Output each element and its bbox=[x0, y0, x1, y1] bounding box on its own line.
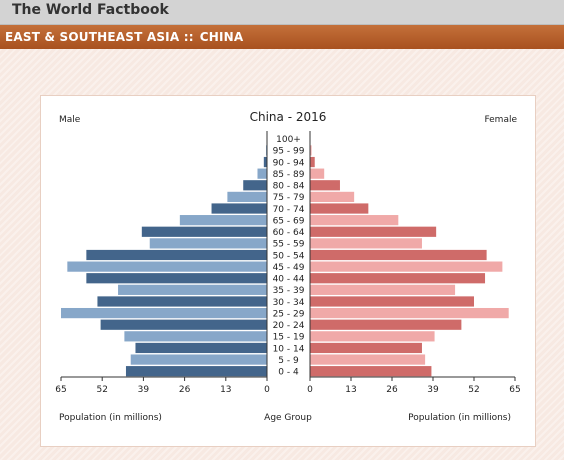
age-label-10: 50 - 54 bbox=[273, 251, 305, 261]
male-bar-7 bbox=[179, 215, 267, 226]
female-bar-4 bbox=[310, 180, 340, 191]
female-bar-2 bbox=[310, 156, 315, 168]
male-bar-19 bbox=[130, 354, 267, 365]
region-link[interactable]: EAST & SOUTHEAST ASIA :: bbox=[5, 30, 194, 44]
female-bar-20 bbox=[310, 366, 432, 377]
age-label-6: 70 - 74 bbox=[273, 205, 305, 215]
female-bar-8 bbox=[310, 226, 437, 237]
male-bar-5 bbox=[227, 191, 267, 203]
x-tick-label-right-1: 13 bbox=[345, 385, 356, 395]
x-label-left: Population (in millions) bbox=[59, 413, 162, 423]
female-bar-18 bbox=[310, 342, 422, 354]
factbook-header: The World Factbook bbox=[0, 0, 564, 25]
female-bar-5 bbox=[310, 191, 355, 203]
male-label: Male bbox=[59, 115, 81, 125]
male-bar-8 bbox=[141, 226, 267, 237]
x-tick-label-right-0: 0 bbox=[307, 385, 313, 395]
age-label-4: 80 - 84 bbox=[273, 182, 305, 192]
female-bar-16 bbox=[310, 319, 462, 330]
male-bar-2 bbox=[263, 156, 267, 168]
region-bar: EAST & SOUTHEAST ASIA :: CHINA bbox=[0, 25, 564, 49]
male-bar-10 bbox=[86, 249, 267, 261]
female-bar-1 bbox=[310, 145, 312, 156]
age-label-5: 75 - 79 bbox=[273, 193, 305, 203]
female-bar-13 bbox=[310, 284, 456, 295]
female-bar-19 bbox=[310, 354, 426, 365]
age-label-15: 25 - 29 bbox=[273, 309, 305, 319]
female-bar-9 bbox=[310, 238, 422, 249]
population-pyramid-card: China - 2016 Male Female 100+ 95 - 99 90 -… bbox=[40, 95, 536, 447]
female-bars bbox=[310, 133, 509, 377]
x-tick-label-right-5: 65 bbox=[509, 385, 520, 395]
male-bar-13 bbox=[118, 284, 268, 295]
male-bar-20 bbox=[125, 366, 267, 377]
chart-title: China - 2016 bbox=[250, 110, 327, 124]
male-bars bbox=[61, 133, 268, 377]
male-bar-18 bbox=[135, 342, 267, 354]
x-label-right: Population (in millions) bbox=[408, 413, 511, 423]
site-title[interactable]: The World Factbook bbox=[12, 2, 169, 18]
male-bar-12 bbox=[86, 273, 267, 284]
male-bar-6 bbox=[211, 203, 267, 214]
x-tick-label-left-2: 39 bbox=[138, 385, 150, 395]
age-label-9: 55 - 59 bbox=[273, 240, 305, 250]
x-label-center: Age Group bbox=[264, 413, 312, 423]
x-tick-label-left-5: 0 bbox=[264, 385, 270, 395]
age-label-3: 85 - 89 bbox=[273, 170, 305, 180]
age-label-2: 90 - 94 bbox=[273, 158, 305, 168]
female-bar-11 bbox=[310, 261, 503, 272]
age-label-0: 100+ bbox=[276, 135, 301, 145]
male-bar-15 bbox=[61, 307, 267, 319]
country-label: CHINA bbox=[199, 30, 244, 44]
female-bar-7 bbox=[310, 215, 399, 226]
x-tick-label-right-4: 52 bbox=[468, 385, 479, 395]
female-bar-14 bbox=[310, 296, 474, 307]
age-label-19: 5 - 9 bbox=[278, 356, 299, 366]
age-label-1: 95 - 99 bbox=[273, 147, 305, 157]
female-bar-6 bbox=[310, 203, 369, 214]
x-tick-label-left-0: 65 bbox=[55, 385, 66, 395]
age-label-13: 35 - 39 bbox=[273, 286, 305, 296]
x-tick-label-left-3: 26 bbox=[179, 385, 191, 395]
female-bar-15 bbox=[310, 307, 509, 319]
female-bar-17 bbox=[310, 331, 435, 342]
male-bar-11 bbox=[67, 261, 267, 272]
female-label: Female bbox=[484, 115, 517, 125]
age-label-8: 60 - 64 bbox=[273, 228, 305, 238]
male-bar-4 bbox=[243, 180, 267, 191]
x-tick-label-left-4: 13 bbox=[220, 385, 231, 395]
female-bar-3 bbox=[310, 168, 325, 179]
x-tick-label-left-1: 52 bbox=[96, 385, 107, 395]
age-label-12: 40 - 44 bbox=[273, 275, 305, 285]
male-bar-17 bbox=[124, 331, 267, 342]
male-bar-16 bbox=[100, 319, 267, 330]
region-breadcrumb: EAST & SOUTHEAST ASIA :: CHINA bbox=[5, 30, 243, 44]
age-label-20: 0 - 4 bbox=[278, 367, 299, 377]
male-bar-9 bbox=[149, 238, 267, 249]
age-label-16: 20 - 24 bbox=[273, 321, 305, 331]
axes: 65 52 39 26 13 0 0 13 26 39 52 65 bbox=[55, 131, 521, 395]
male-bar-14 bbox=[97, 296, 267, 307]
female-bar-12 bbox=[310, 273, 486, 284]
age-label-11: 45 - 49 bbox=[273, 263, 305, 273]
x-tick-label-right-3: 39 bbox=[427, 385, 439, 395]
x-tick-label-right-2: 26 bbox=[386, 385, 398, 395]
age-label-7: 65 - 69 bbox=[273, 216, 305, 226]
age-label-17: 15 - 19 bbox=[273, 333, 305, 343]
female-bar-10 bbox=[310, 249, 487, 261]
male-bar-3 bbox=[257, 168, 267, 179]
age-label-14: 30 - 34 bbox=[273, 298, 305, 308]
age-label-18: 10 - 14 bbox=[273, 344, 305, 354]
